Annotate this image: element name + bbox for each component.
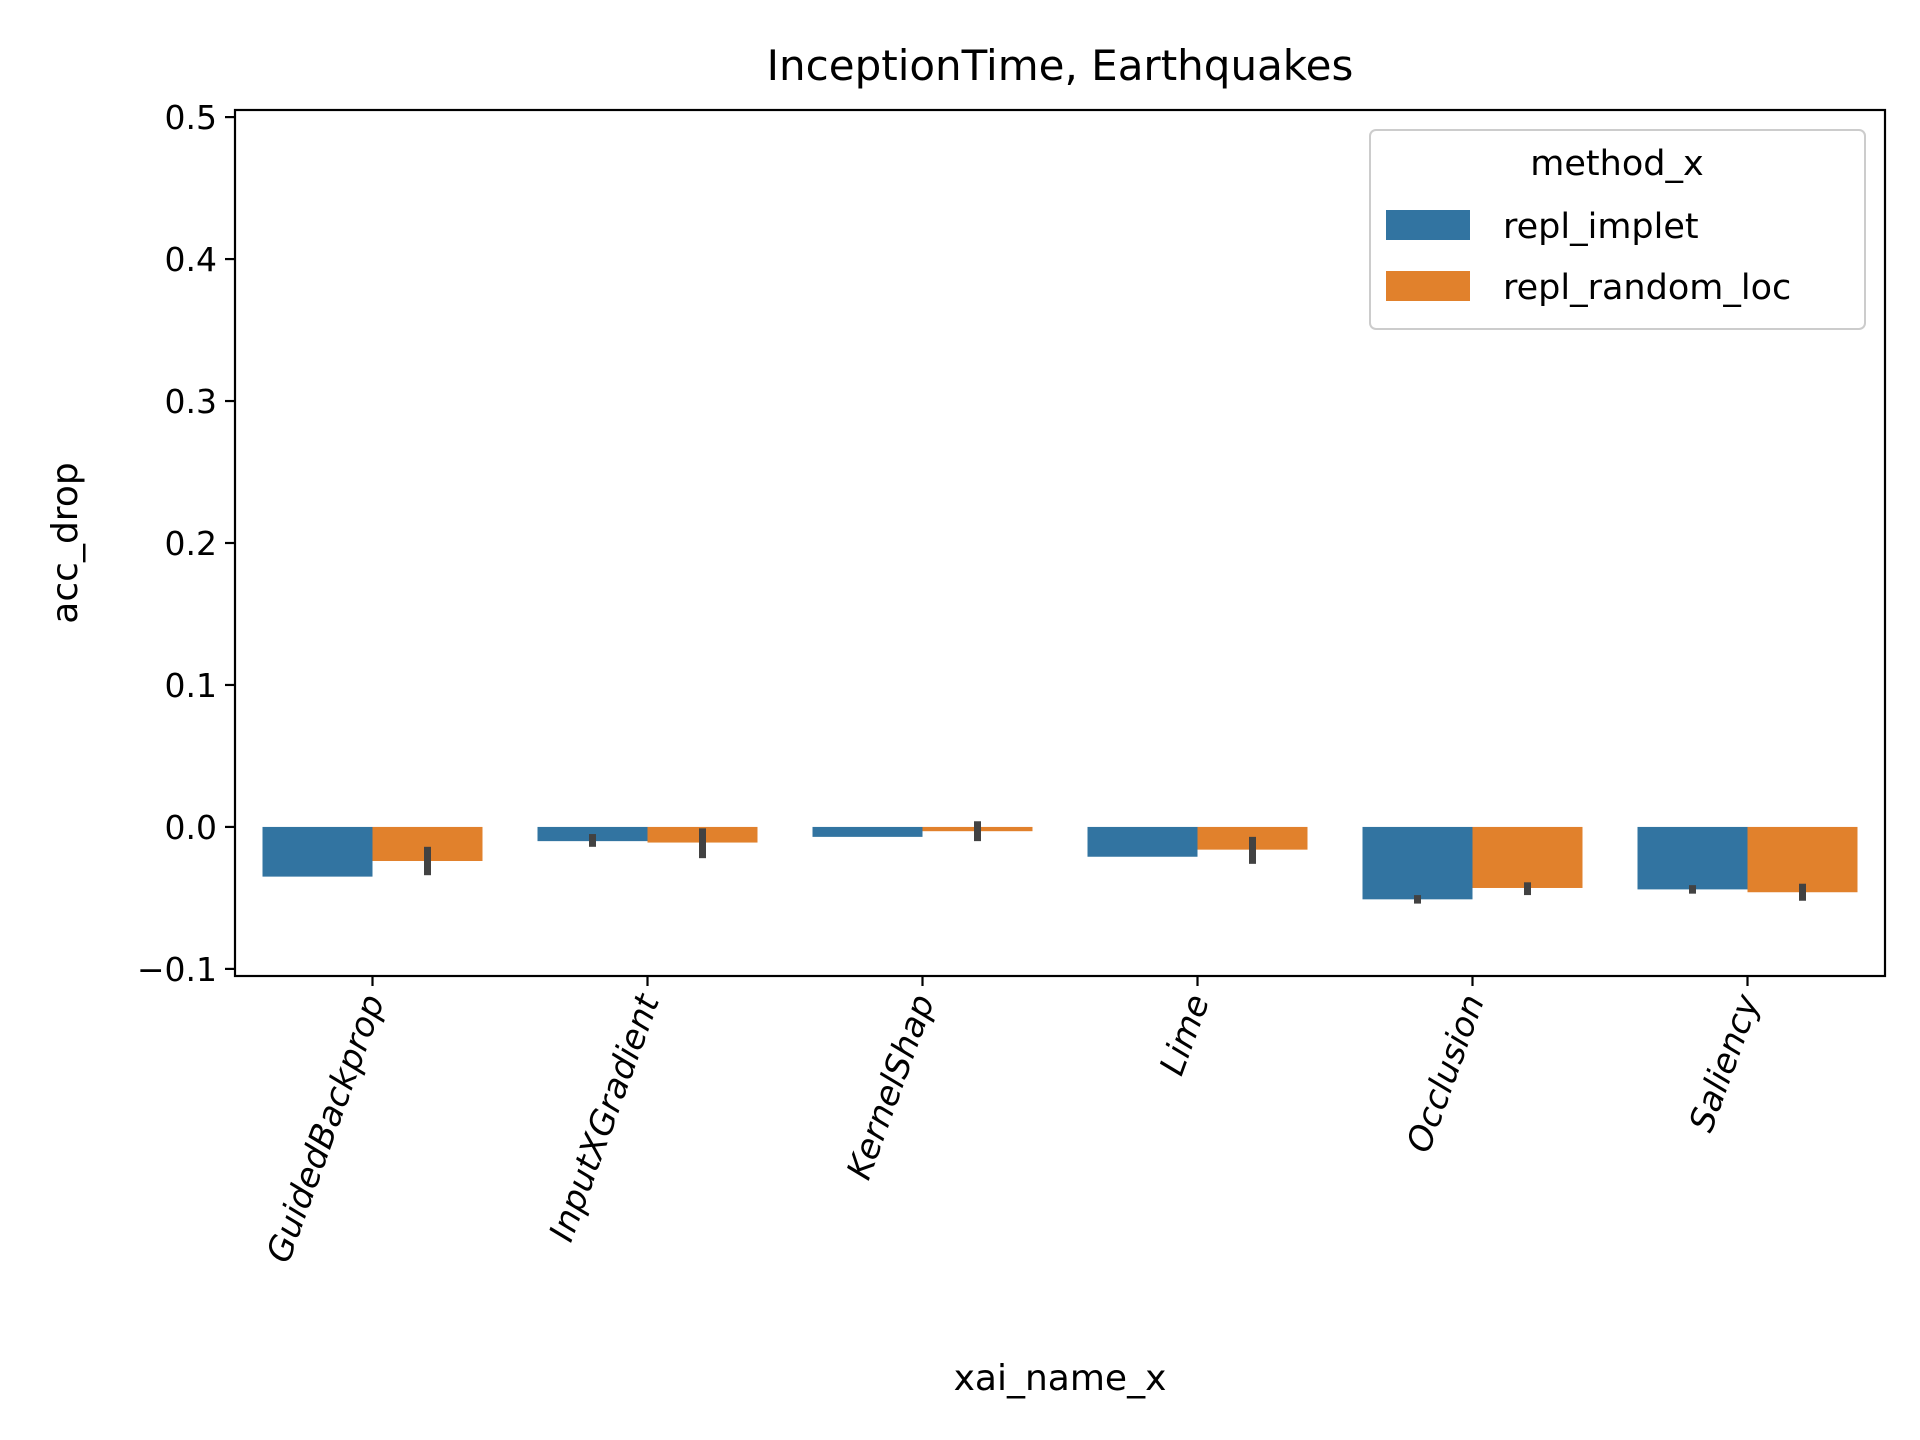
legend-swatch-repl-random-loc (1386, 271, 1470, 301)
x-tick-label-kernelshap: KernelShap (839, 989, 943, 1184)
y-axis-label: acc_drop (45, 462, 86, 623)
x-axis-label: xai_name_x (954, 1358, 1167, 1399)
legend-title: method_x (1530, 144, 1703, 184)
chart-title: InceptionTime, Earthquakes (767, 41, 1354, 90)
y-tick-label: 0.0 (165, 808, 217, 847)
legend-label-repl-implet: repl_implet (1503, 207, 1699, 247)
y-axis: −0.1 0.0 0.1 0.2 0.3 0.4 0.5 (137, 98, 235, 989)
bar-saliency-repl-random-loc (1747, 826, 1858, 893)
x-axis: GuidedBackprop InputXGradient KernelShap Li… (259, 976, 1768, 1268)
bar-guidedbackprop-repl-implet (262, 826, 373, 877)
x-tick-label-saliency: Saliency (1682, 989, 1769, 1137)
x-tick-label-lime: Lime (1152, 989, 1218, 1080)
bar-saliency-repl-implet (1637, 826, 1748, 890)
x-tick-label-inputxgradient: InputXGradient (542, 988, 669, 1247)
y-tick-label: −0.1 (137, 950, 217, 989)
y-tick-label: 0.4 (165, 240, 217, 279)
y-tick-label: 0.3 (165, 382, 217, 421)
bar-lime-repl-implet (1087, 826, 1198, 857)
y-tick-label: 0.2 (165, 524, 217, 563)
bar-kernelshap-repl-implet (812, 826, 923, 837)
legend-label-repl-random-loc: repl_random_loc (1503, 268, 1791, 308)
error-bars-layer (424, 821, 1806, 904)
legend-swatch-repl-implet (1386, 210, 1470, 240)
x-tick-label-guidedbackprop: GuidedBackprop (259, 989, 393, 1268)
bars-layer (262, 826, 1858, 900)
bar-occlusion-repl-random-loc (1472, 826, 1583, 888)
legend-box (1369, 129, 1866, 330)
legend: method_x repl_implet repl_random_loc (1369, 129, 1866, 330)
bar-occlusion-repl-implet (1362, 826, 1473, 900)
y-tick-label: 0.5 (165, 98, 217, 137)
x-tick-label-occlusion: Occlusion (1399, 989, 1493, 1157)
y-tick-label: 0.1 (165, 666, 217, 705)
